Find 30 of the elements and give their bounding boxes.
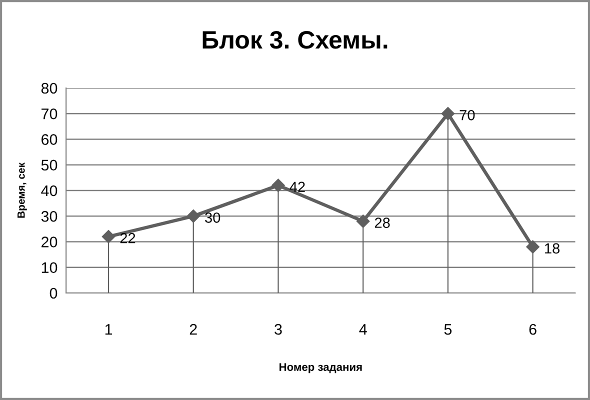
point: [441, 107, 455, 120]
x-axis-title: Номер задания: [280, 363, 362, 374]
point: [272, 178, 285, 192]
data-label: 30: [205, 212, 220, 223]
point: [186, 210, 200, 223]
x-tick-label: 4: [359, 324, 367, 335]
y-tick-label: 10: [42, 262, 58, 274]
y-tick-label: 60: [42, 134, 58, 145]
point: [526, 240, 540, 254]
chart-title: Блок 3. Схемы.: [202, 31, 388, 49]
data-label: 42: [290, 182, 305, 192]
y-tick-label: 40: [41, 185, 58, 196]
y-axis-title: Время, сек: [18, 162, 27, 218]
y-tick-label: 0: [50, 288, 58, 299]
y-tick-label: 50: [41, 160, 58, 171]
y-tick-label: 80: [41, 82, 58, 94]
data-label: 28: [374, 218, 390, 228]
point: [356, 214, 370, 228]
y-tick-label: 70: [42, 108, 58, 120]
y-tick-label: 30: [41, 210, 58, 222]
x-tick-label: 3: [274, 324, 282, 335]
point: [102, 230, 116, 244]
data-label: 22: [120, 232, 136, 244]
y-tick-label: 20: [42, 236, 58, 248]
x-tick-label: 6: [529, 324, 536, 335]
x-tick-label: 2: [190, 324, 197, 335]
x-tick-label: 5: [444, 324, 452, 335]
data-label: 70: [460, 110, 475, 120]
x-tick-label: 1: [105, 324, 112, 335]
data-label: 18: [545, 243, 560, 254]
